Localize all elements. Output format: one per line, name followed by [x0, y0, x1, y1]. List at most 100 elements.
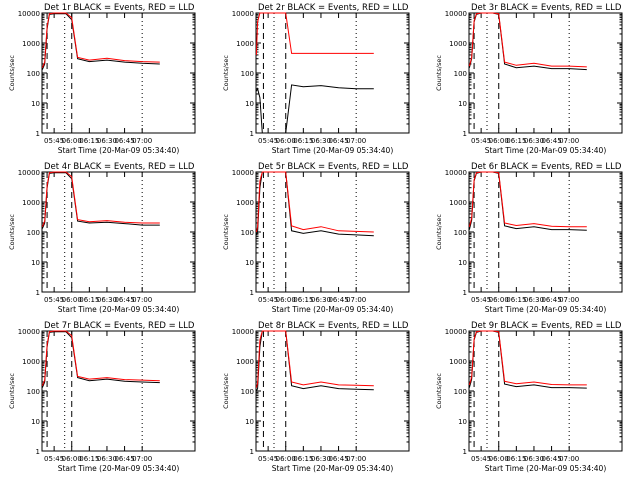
x-tick-label: 06:30: [311, 296, 331, 304]
x-tick-label: 06:30: [311, 137, 331, 145]
x-tick-label: 06:45: [114, 296, 134, 304]
x-tick-label: 06:45: [541, 455, 561, 463]
detector-panel: Det 2r BLACK = Events, RED = LLD 1 10 100 10…: [222, 3, 410, 155]
x-tick-label: 07:00: [346, 455, 366, 463]
y-tick-label: 1: [250, 130, 254, 138]
y-tick-label: 1: [463, 289, 467, 297]
x-axis-label: Start Time (20-Mar-09 05:34:40): [58, 305, 180, 314]
y-tick-label: 10000: [232, 169, 254, 177]
events-series-line: [255, 84, 374, 134]
y-axis-label: Counts/sec: [222, 55, 230, 91]
x-tick-label: 06:00: [276, 137, 296, 145]
plot-frame: [468, 171, 623, 293]
x-tick-label: 06:00: [62, 296, 82, 304]
panel-title: Det 9r BLACK = Events, RED = LLD: [471, 321, 622, 331]
x-tick-label: 06:15: [506, 455, 526, 463]
x-tick-label: 05:45: [258, 137, 278, 145]
x-tick-label: 06:15: [506, 137, 526, 145]
x-tick-label: 05:45: [44, 455, 64, 463]
lld-series-line: [468, 12, 587, 68]
detector-panel: Det 8r BLACK = Events, RED = LLD 1 10 100 10…: [222, 321, 410, 473]
y-tick-label: 1000: [236, 358, 254, 366]
x-axis-label: Start Time (20-Mar-09 05:34:40): [485, 305, 607, 314]
y-tick-label: 1000: [22, 40, 40, 48]
lld-series-line: [468, 330, 587, 386]
x-tick-label: 06:45: [541, 296, 561, 304]
y-tick-label: 1: [36, 130, 40, 138]
y-tick-label: 1: [36, 289, 40, 297]
y-tick-label: 1000: [236, 199, 254, 207]
y-tick-label: 10000: [18, 10, 40, 18]
y-tick-label: 100: [241, 70, 254, 78]
x-tick-label: 05:45: [471, 296, 491, 304]
y-tick-label: 1000: [22, 199, 40, 207]
x-tick-label: 06:30: [524, 455, 544, 463]
x-tick-label: 05:45: [44, 296, 64, 304]
detector-panel: Det 3r BLACK = Events, RED = LLD 1 10 100 10…: [435, 3, 623, 155]
y-tick-label: 10: [458, 100, 467, 108]
x-tick-label: 06:00: [489, 455, 509, 463]
x-axis-label: Start Time (20-Mar-09 05:34:40): [272, 305, 394, 314]
x-axis-label: Start Time (20-Mar-09 05:34:40): [272, 464, 394, 473]
y-tick-label: 10: [31, 418, 40, 426]
y-tick-label: 10: [245, 418, 254, 426]
y-tick-label: 100: [27, 388, 40, 396]
x-tick-label: 06:00: [276, 455, 296, 463]
x-tick-label: 06:00: [489, 137, 509, 145]
detector-panel: Det 5r BLACK = Events, RED = LLD 1 10 100 10…: [222, 162, 410, 314]
lld-series-line: [255, 12, 374, 55]
x-axis-label: Start Time (20-Mar-09 05:34:40): [58, 146, 180, 155]
x-tick-label: 06:15: [293, 455, 313, 463]
x-tick-label: 06:45: [328, 137, 348, 145]
lld-series-line: [468, 171, 587, 228]
panel-title: Det 2r BLACK = Events, RED = LLD: [258, 3, 409, 13]
x-tick-label: 07:00: [132, 137, 152, 145]
y-tick-label: 10000: [445, 328, 467, 336]
panel-title: Det 6r BLACK = Events, RED = LLD: [471, 162, 622, 172]
x-tick-label: 05:45: [258, 296, 278, 304]
x-axis-label: Start Time (20-Mar-09 05:34:40): [58, 464, 180, 473]
y-tick-label: 100: [454, 388, 467, 396]
x-tick-label: 06:15: [293, 137, 313, 145]
y-axis-label: Counts/sec: [8, 55, 16, 91]
y-tick-label: 100: [27, 229, 40, 237]
x-tick-label: 06:00: [489, 296, 509, 304]
y-tick-label: 1000: [236, 40, 254, 48]
x-tick-label: 05:45: [471, 137, 491, 145]
y-tick-label: 1000: [449, 358, 467, 366]
y-axis-label: Counts/sec: [435, 214, 443, 250]
detector-panel: Det 9r BLACK = Events, RED = LLD 1 10 100 10…: [435, 321, 623, 473]
x-tick-label: 06:15: [79, 455, 99, 463]
x-axis-label: Start Time (20-Mar-09 05:34:40): [485, 464, 607, 473]
x-tick-label: 05:45: [44, 137, 64, 145]
x-tick-label: 06:30: [524, 137, 544, 145]
detector-panel: Det 7r BLACK = Events, RED = LLD 1 10 100 10…: [8, 321, 196, 473]
x-tick-label: 06:30: [97, 296, 117, 304]
y-tick-label: 100: [241, 388, 254, 396]
x-tick-label: 06:30: [311, 455, 331, 463]
x-tick-label: 05:45: [258, 455, 278, 463]
x-tick-label: 06:45: [328, 455, 348, 463]
panel-title: Det 1r BLACK = Events, RED = LLD: [44, 3, 195, 13]
y-axis-label: Counts/sec: [8, 373, 16, 409]
x-tick-label: 07:00: [132, 296, 152, 304]
x-axis-label: Start Time (20-Mar-09 05:34:40): [272, 146, 394, 155]
y-tick-label: 1: [250, 448, 254, 456]
x-tick-label: 07:00: [559, 137, 579, 145]
y-tick-label: 1: [463, 130, 467, 138]
y-tick-label: 100: [454, 70, 467, 78]
y-tick-label: 10: [458, 418, 467, 426]
lld-series-line: [255, 171, 374, 233]
lld-series-line: [41, 171, 160, 227]
x-tick-label: 06:30: [97, 455, 117, 463]
x-tick-label: 06:45: [114, 455, 134, 463]
detector-panel: Det 1r BLACK = Events, RED = LLD 1 10 100 10…: [8, 3, 196, 155]
plot-frame: [468, 12, 623, 134]
plot-frame: [468, 330, 623, 452]
y-tick-label: 10: [458, 259, 467, 267]
panel-title: Det 7r BLACK = Events, RED = LLD: [44, 321, 195, 331]
y-tick-label: 10: [245, 100, 254, 108]
x-tick-label: 06:30: [524, 296, 544, 304]
panel-title: Det 3r BLACK = Events, RED = LLD: [471, 3, 622, 13]
